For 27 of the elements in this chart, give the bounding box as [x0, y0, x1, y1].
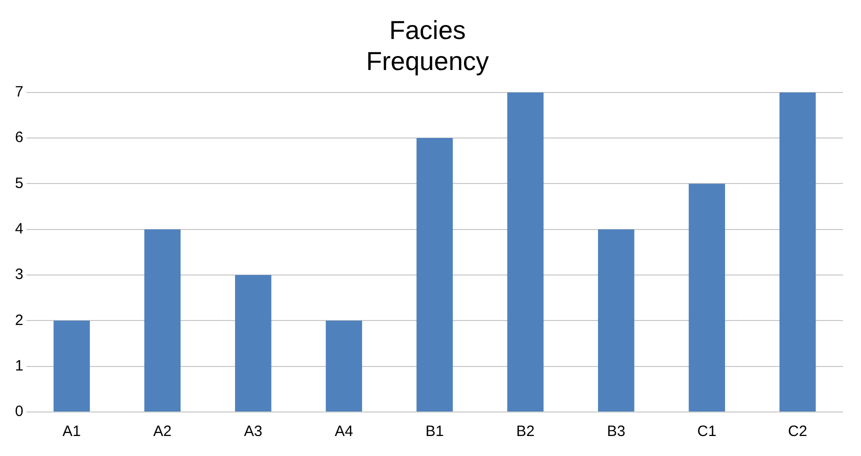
x-tick-label: A1 [62, 423, 81, 440]
bar [326, 320, 362, 412]
bar [416, 138, 453, 412]
y-tick-label: 0 [15, 403, 24, 420]
x-tick-label: C2 [788, 423, 808, 440]
y-tick-label: 1 [15, 357, 24, 374]
x-tick-label: A2 [153, 423, 172, 440]
x-tick-label: A4 [334, 423, 354, 440]
bar [779, 92, 816, 412]
y-tick-label: 2 [15, 312, 24, 329]
bar [688, 184, 726, 412]
y-tick-label: 7 [15, 84, 24, 101]
bar [54, 320, 90, 412]
x-tick-label: B2 [516, 423, 535, 440]
y-tick-label: 5 [15, 174, 24, 192]
bar [507, 92, 544, 412]
x-tick-label: C1 [697, 423, 716, 440]
bar [235, 275, 272, 412]
x-tick-label: B1 [425, 423, 444, 440]
bar [144, 229, 181, 412]
x-tick-label: A3 [244, 423, 262, 440]
y-tick-label: 4 [15, 220, 24, 238]
chart-title: Facies Frequency [366, 14, 489, 76]
x-tick-label: B3 [606, 423, 626, 440]
y-tick-label: 6 [15, 129, 24, 146]
y-tick-label: 3 [15, 266, 24, 284]
bar [598, 229, 634, 412]
